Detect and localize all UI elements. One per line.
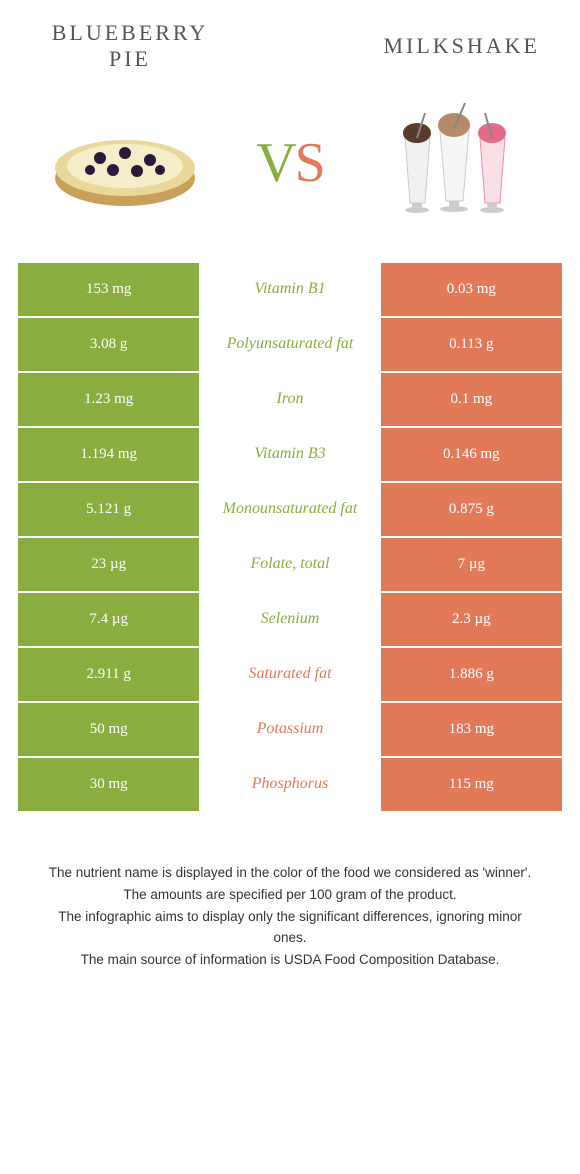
vs-label: VS — [256, 131, 324, 195]
table-row: 3.08 gPolyunsaturated fat0.113 g — [18, 318, 562, 373]
nutrient-name: Selenium — [199, 593, 380, 648]
vs-s: S — [295, 132, 324, 194]
images-row: VS — [0, 83, 580, 263]
milkshake-image — [370, 98, 540, 228]
value-right: 115 mg — [381, 758, 562, 813]
nutrient-name: Potassium — [199, 703, 380, 758]
value-right: 0.875 g — [381, 483, 562, 538]
value-right: 2.3 µg — [381, 593, 562, 648]
footnote-line: The amounts are specified per 100 gram o… — [40, 885, 540, 905]
nutrient-name: Polyunsaturated fat — [199, 318, 380, 373]
footnote-line: The infographic aims to display only the… — [40, 907, 540, 948]
footnotes: The nutrient name is displayed in the co… — [0, 813, 580, 992]
value-left: 50 mg — [18, 703, 199, 758]
value-left: 23 µg — [18, 538, 199, 593]
nutrient-name: Vitamin B1 — [199, 263, 380, 318]
value-right: 0.03 mg — [381, 263, 562, 318]
value-right: 183 mg — [381, 703, 562, 758]
table-row: 1.23 mgIron0.1 mg — [18, 373, 562, 428]
value-left: 7.4 µg — [18, 593, 199, 648]
table-row: 1.194 mgVitamin B30.146 mg — [18, 428, 562, 483]
pie-image — [40, 98, 210, 228]
nutrient-name: Folate, total — [199, 538, 380, 593]
value-right: 0.1 mg — [381, 373, 562, 428]
comparison-table: 153 mgVitamin B10.03 mg3.08 gPolyunsatur… — [18, 263, 562, 813]
value-left: 1.194 mg — [18, 428, 199, 483]
nutrient-name: Saturated fat — [199, 648, 380, 703]
nutrient-name: Phosphorus — [199, 758, 380, 813]
nutrient-name: Iron — [199, 373, 380, 428]
table-row: 5.121 gMonounsaturated fat0.875 g — [18, 483, 562, 538]
value-left: 153 mg — [18, 263, 199, 318]
table-row: 23 µgFolate, total7 µg — [18, 538, 562, 593]
value-left: 30 mg — [18, 758, 199, 813]
food-title-left: Blueberry pie — [40, 20, 220, 73]
vs-v: V — [256, 132, 294, 194]
value-left: 2.911 g — [18, 648, 199, 703]
table-row: 153 mgVitamin B10.03 mg — [18, 263, 562, 318]
table-row: 50 mgPotassium183 mg — [18, 703, 562, 758]
footnote-line: The main source of information is USDA F… — [40, 950, 540, 970]
table-row: 30 mgPhosphorus115 mg — [18, 758, 562, 813]
value-right: 7 µg — [381, 538, 562, 593]
title-left-line1: Blueberry — [52, 20, 209, 45]
value-right: 0.113 g — [381, 318, 562, 373]
nutrient-name: Vitamin B3 — [199, 428, 380, 483]
value-left: 1.23 mg — [18, 373, 199, 428]
value-right: 1.886 g — [381, 648, 562, 703]
food-title-right: Milkshake — [360, 33, 540, 59]
title-left-line2: pie — [109, 46, 151, 71]
value-left: 5.121 g — [18, 483, 199, 538]
table-row: 7.4 µgSelenium2.3 µg — [18, 593, 562, 648]
header: Blueberry pie Milkshake — [0, 0, 580, 83]
footnote-line: The nutrient name is displayed in the co… — [40, 863, 540, 883]
table-row: 2.911 gSaturated fat1.886 g — [18, 648, 562, 703]
nutrient-name: Monounsaturated fat — [199, 483, 380, 538]
value-left: 3.08 g — [18, 318, 199, 373]
value-right: 0.146 mg — [381, 428, 562, 483]
